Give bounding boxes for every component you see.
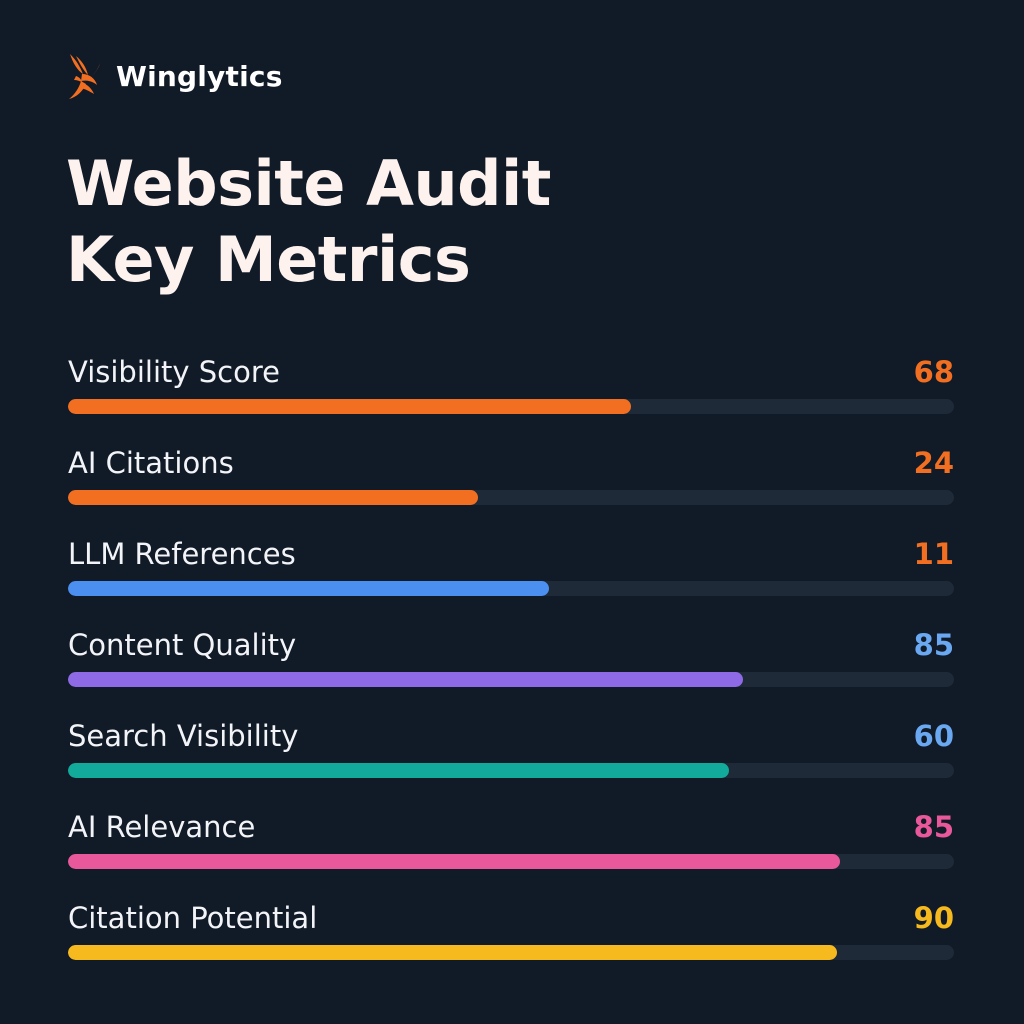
metric-label: Content Quality [68, 628, 297, 662]
metrics-list: Visibility Score 68 AI Citations 24 LLM … [68, 350, 954, 987]
progress-bar-fill [68, 581, 550, 596]
brand-name: Winglytics [116, 59, 283, 93]
metric-llm-references: LLM References 11 [68, 532, 954, 623]
metric-citation-potential: Citation Potential 90 [68, 896, 954, 987]
metric-label: Citation Potential [68, 901, 318, 935]
wing-logo-icon [69, 54, 100, 99]
metric-label: Visibility Score [68, 355, 280, 389]
progress-bar-fill [68, 854, 840, 869]
progress-bar-track [68, 672, 954, 687]
metric-search-visibility: Search Visibility 60 [68, 714, 954, 805]
metric-visibility-score: Visibility Score 68 [68, 350, 954, 441]
page-title-line-1: Website Audit [66, 147, 551, 220]
metric-label: AI Citations [68, 446, 234, 480]
metric-value: 85 [913, 628, 954, 662]
progress-bar-track [68, 399, 954, 414]
progress-bar-fill [68, 399, 631, 414]
metric-value: 11 [913, 537, 954, 571]
progress-bar-track [68, 945, 954, 960]
metric-label: LLM References [68, 537, 296, 571]
metric-label: Search Visibility [68, 719, 299, 753]
metric-value: 68 [913, 355, 954, 389]
metric-value: 24 [913, 446, 954, 480]
metric-value: 60 [913, 719, 954, 753]
progress-bar-track [68, 763, 954, 778]
metric-ai-relevance: AI Relevance 85 [68, 805, 954, 896]
progress-bar-fill [68, 490, 479, 505]
metric-ai-citations: AI Citations 24 [68, 441, 954, 532]
progress-bar-track [68, 854, 954, 869]
metric-value: 85 [913, 810, 954, 844]
metric-content-quality: Content Quality 85 [68, 623, 954, 714]
brand-header: Winglytics [66, 50, 283, 102]
page-title-line-2: Key Metrics [66, 223, 471, 296]
progress-bar-fill [68, 672, 744, 687]
progress-bar-fill [68, 763, 729, 778]
metric-label: AI Relevance [68, 810, 256, 844]
progress-bar-track [68, 490, 954, 505]
page-title: Website Audit Key Metrics [66, 146, 551, 298]
metric-value: 90 [913, 901, 954, 935]
progress-bar-fill [68, 945, 838, 960]
progress-bar-track [68, 581, 954, 596]
